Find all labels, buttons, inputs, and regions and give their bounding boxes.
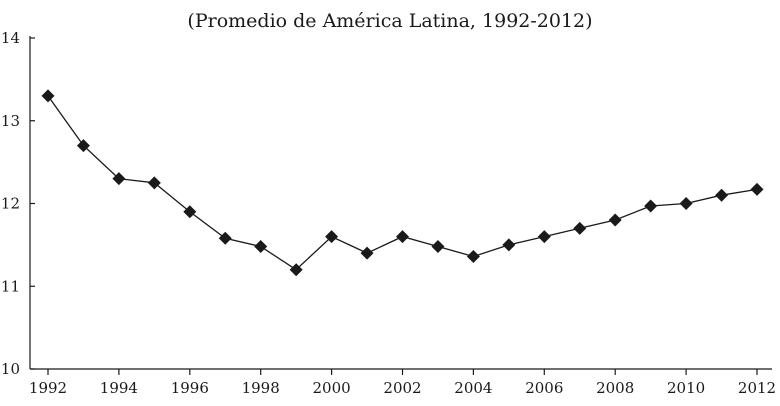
data-point-2004 <box>466 249 480 263</box>
x-tick-label: 2004 <box>454 379 492 397</box>
data-point-2009 <box>644 199 658 213</box>
y-tick-label: 11 <box>1 277 20 295</box>
x-tick-label: 2000 <box>313 379 351 397</box>
y-tick-label: 10 <box>1 360 20 378</box>
data-point-1998 <box>254 240 268 254</box>
data-point-1995 <box>147 176 161 190</box>
data-point-2001 <box>360 246 374 260</box>
data-point-1994 <box>112 172 126 186</box>
y-tick-label: 12 <box>1 195 20 213</box>
data-point-2005 <box>502 238 516 252</box>
y-tick-label: 13 <box>1 112 20 130</box>
x-tick-label: 2012 <box>738 379 776 397</box>
axes <box>29 36 772 370</box>
data-point-1999 <box>289 263 303 277</box>
series-group <box>41 89 764 277</box>
chart-title: (Promedio de América Latina, 1992-2012) <box>187 10 592 32</box>
data-point-2012 <box>750 182 764 196</box>
data-point-2010 <box>679 197 693 210</box>
x-tick-label: 1998 <box>242 379 280 397</box>
data-point-2000 <box>325 230 339 244</box>
data-point-2003 <box>431 240 445 254</box>
data-point-1992 <box>41 89 55 103</box>
data-point-2008 <box>608 213 622 227</box>
x-tick-label: 2010 <box>667 379 705 397</box>
data-point-2002 <box>396 230 409 244</box>
y-axis-ticks: 10 11 12 13 14 <box>1 29 35 378</box>
x-tick-label: 2002 <box>383 379 421 397</box>
x-axis-ticks: 1992 1994 1996 1998 2000 2002 2004 2006 2008 2010… <box>29 369 776 397</box>
data-point-2011 <box>715 188 729 202</box>
x-tick-label: 2006 <box>525 379 563 397</box>
data-point-1996 <box>183 205 197 219</box>
data-point-1997 <box>218 231 232 245</box>
x-tick-label: 2008 <box>596 379 634 397</box>
data-point-1993 <box>76 139 90 153</box>
data-point-2007 <box>573 221 587 235</box>
x-tick-label: 1994 <box>100 379 138 397</box>
x-tick-label: 1992 <box>29 379 67 397</box>
data-point-2006 <box>537 230 551 244</box>
x-tick-label: 1996 <box>171 379 209 397</box>
y-tick-label: 14 <box>1 29 20 47</box>
